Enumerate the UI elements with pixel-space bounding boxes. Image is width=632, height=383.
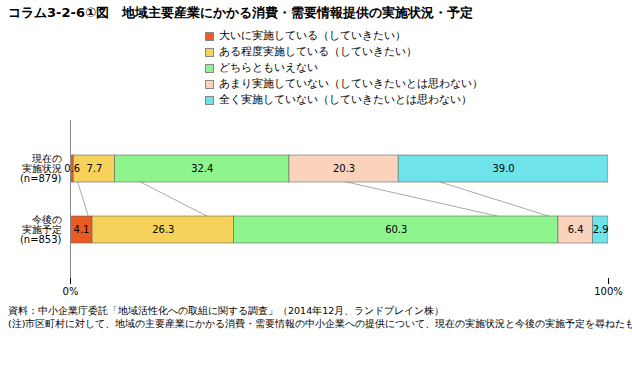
- html-text:あまり実施していない（していきたいとは思わない）: あまり実施していない（していきたいとは思わない）: [219, 77, 483, 89]
- html-text:大いに実施している（していきたい）: 大いに実施している（していきたい）: [219, 29, 406, 41]
- html-text:全く実施していない（していきたいとは思わない）: 全く実施していない（していきたいとは思わない）: [219, 93, 472, 105]
- html-text:ある程度実施している（していきたい）: ある程度実施している（していきたい）: [219, 45, 417, 57]
- svg-text:現在の実施状況(n=879): 現在の実施状況(n=879): [20, 153, 62, 184]
- svg-text:39.0: 39.0: [492, 163, 514, 174]
- svg-text:0%: 0%: [63, 286, 79, 297]
- svg-text:7.7: 7.7: [86, 163, 102, 174]
- svg-text:4.1: 4.1: [74, 224, 90, 235]
- svg-text:6.4: 6.4: [568, 224, 584, 235]
- svg-text:20.3: 20.3: [333, 163, 355, 174]
- svg-text:0.6: 0.6: [64, 163, 80, 174]
- svg-text:60.3: 60.3: [385, 224, 407, 235]
- svg-text:26.3: 26.3: [152, 224, 174, 235]
- svg-text:2.9: 2.9: [593, 224, 609, 235]
- html-text:資料：中小企業庁委託「地域活性化への取組に関する調査」（20: 資料：中小企業庁委託「地域活性化への取組に関する調査」（2014年12月、ランド…: [8, 305, 445, 316]
- svg-text:今後の実施予定(n=853): 今後の実施予定(n=853): [20, 214, 62, 245]
- svg-text:32.4: 32.4: [191, 163, 213, 174]
- html-text:コラム3-2-6①図 地域主要産業にかかる消費・需要情報提供: コラム3-2-6①図 地域主要産業にかかる消費・需要情報提供の実施状況・予定: [8, 5, 473, 20]
- svg-text:100%: 100%: [594, 286, 623, 297]
- html-text:どちらともいえない: どちらともいえない: [219, 61, 318, 73]
